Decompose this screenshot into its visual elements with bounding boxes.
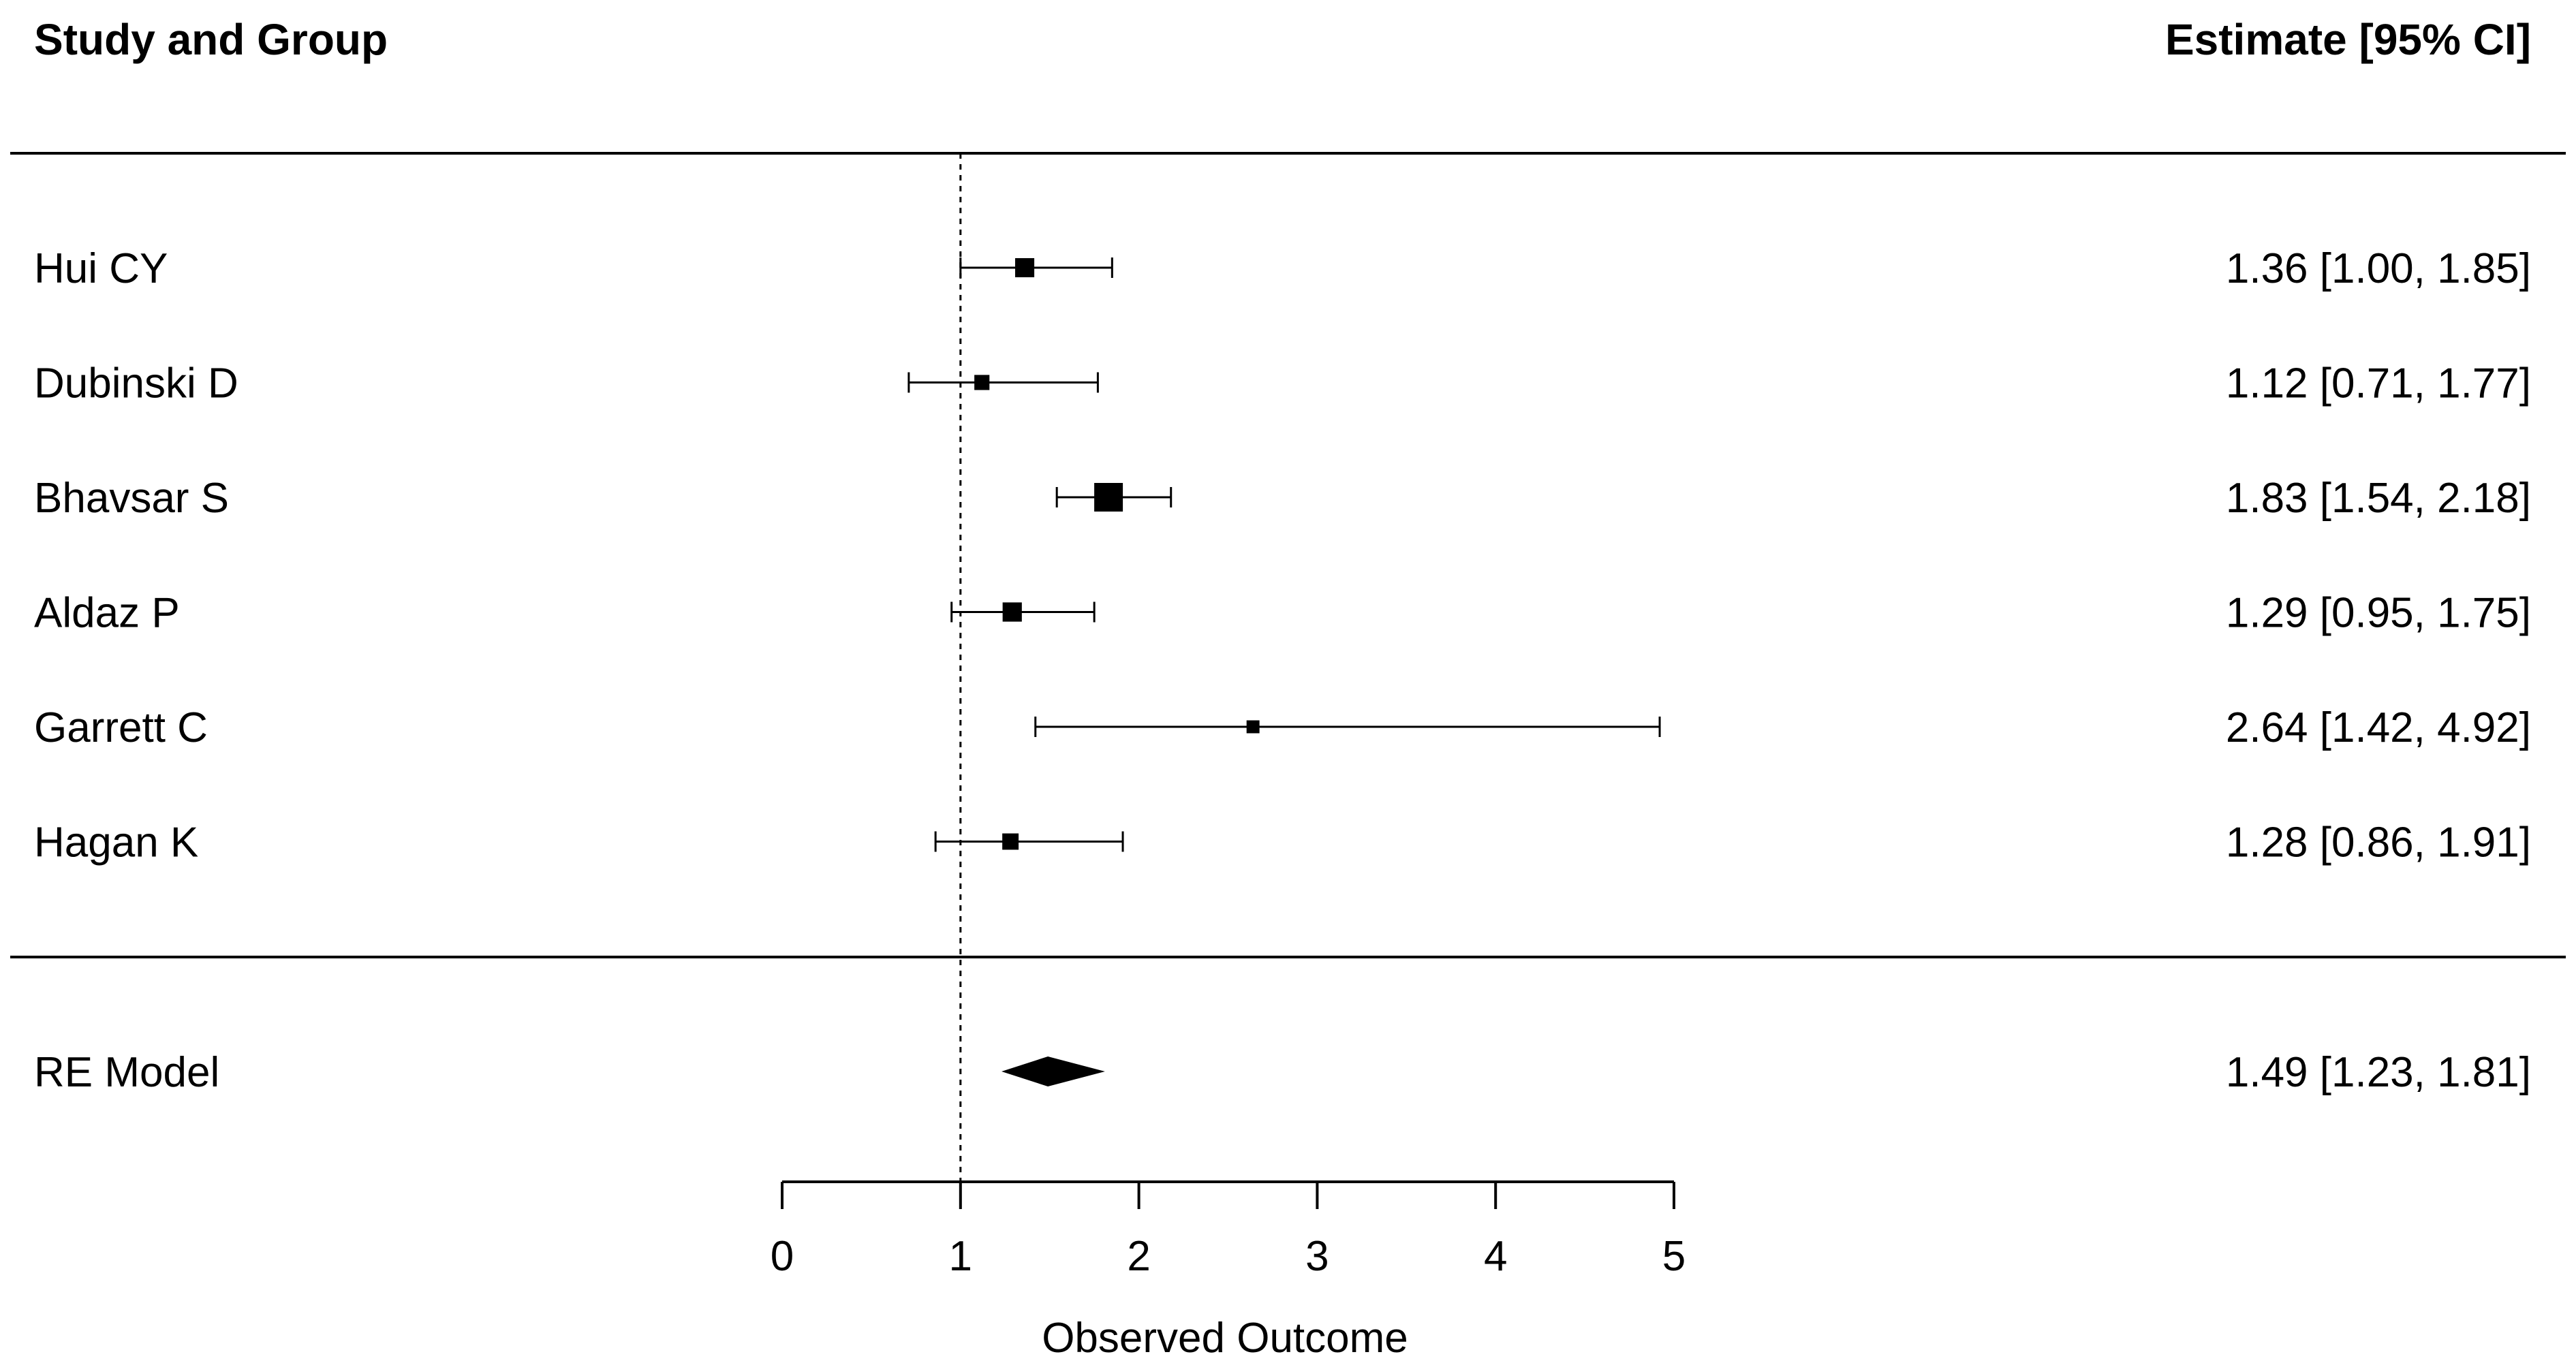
summary-diamond xyxy=(1002,1056,1105,1086)
header-study-group: Study and Group xyxy=(34,15,388,64)
study-label: Bhavsar S xyxy=(34,475,229,522)
summary-label: RE Model xyxy=(34,1049,219,1096)
study-row: Dubinski D 1.12 [0.71, 1.77] xyxy=(34,360,2531,407)
x-axis: 0 1 2 3 4 5 xyxy=(771,1180,1686,1280)
estimate-ci-text: 1.28 [0.86, 1.91] xyxy=(2226,819,2531,866)
x-tick-label: 1 xyxy=(949,1233,972,1280)
summary-row: RE Model 1.49 [1.23, 1.81] xyxy=(34,1049,2531,1096)
estimate-ci-text: 1.29 [0.95, 1.75] xyxy=(2226,590,2531,637)
study-label: Garrett C xyxy=(34,704,208,751)
study-row: Garrett C 2.64 [1.42, 4.92] xyxy=(34,704,2531,751)
study-label: Hui CY xyxy=(34,245,168,292)
x-tick-label: 5 xyxy=(1662,1233,1686,1280)
x-tick-label: 2 xyxy=(1127,1233,1150,1280)
estimate-marker xyxy=(1002,602,1022,622)
x-tick-label: 4 xyxy=(1484,1233,1507,1280)
estimate-ci-text: 1.83 [1.54, 2.18] xyxy=(2226,475,2531,522)
x-tick-label: 0 xyxy=(771,1233,794,1280)
study-label: Dubinski D xyxy=(34,360,238,407)
estimate-marker xyxy=(1015,257,1035,278)
estimate-marker xyxy=(1246,720,1260,734)
estimate-marker xyxy=(974,375,990,390)
study-row: Hagan K 1.28 [0.86, 1.91] xyxy=(34,819,2531,866)
study-label: Hagan K xyxy=(34,819,198,866)
x-tick-label: 3 xyxy=(1305,1233,1329,1280)
header-estimate-ci: Estimate [95% CI] xyxy=(2165,15,2531,64)
estimate-ci-text: 2.64 [1.42, 4.92] xyxy=(2226,704,2531,751)
study-row: Bhavsar S 1.83 [1.54, 2.18] xyxy=(34,475,2531,522)
estimate-ci-text: 1.36 [1.00, 1.85] xyxy=(2226,245,2531,292)
estimate-marker xyxy=(1002,833,1019,850)
estimate-marker xyxy=(1094,483,1123,512)
study-label: Aldaz P xyxy=(34,590,180,637)
x-axis-label: Observed Outcome xyxy=(1042,1315,1408,1362)
study-row: Aldaz P 1.29 [0.95, 1.75] xyxy=(34,590,2531,637)
study-row: Hui CY 1.36 [1.00, 1.85] xyxy=(34,245,2531,292)
study-rows: Hui CY 1.36 [1.00, 1.85] Dubinski D 1.12 [0… xyxy=(34,245,2531,866)
estimate-ci-text: 1.12 [0.71, 1.77] xyxy=(2226,360,2531,407)
summary-estimate-text: 1.49 [1.23, 1.81] xyxy=(2226,1049,2531,1096)
